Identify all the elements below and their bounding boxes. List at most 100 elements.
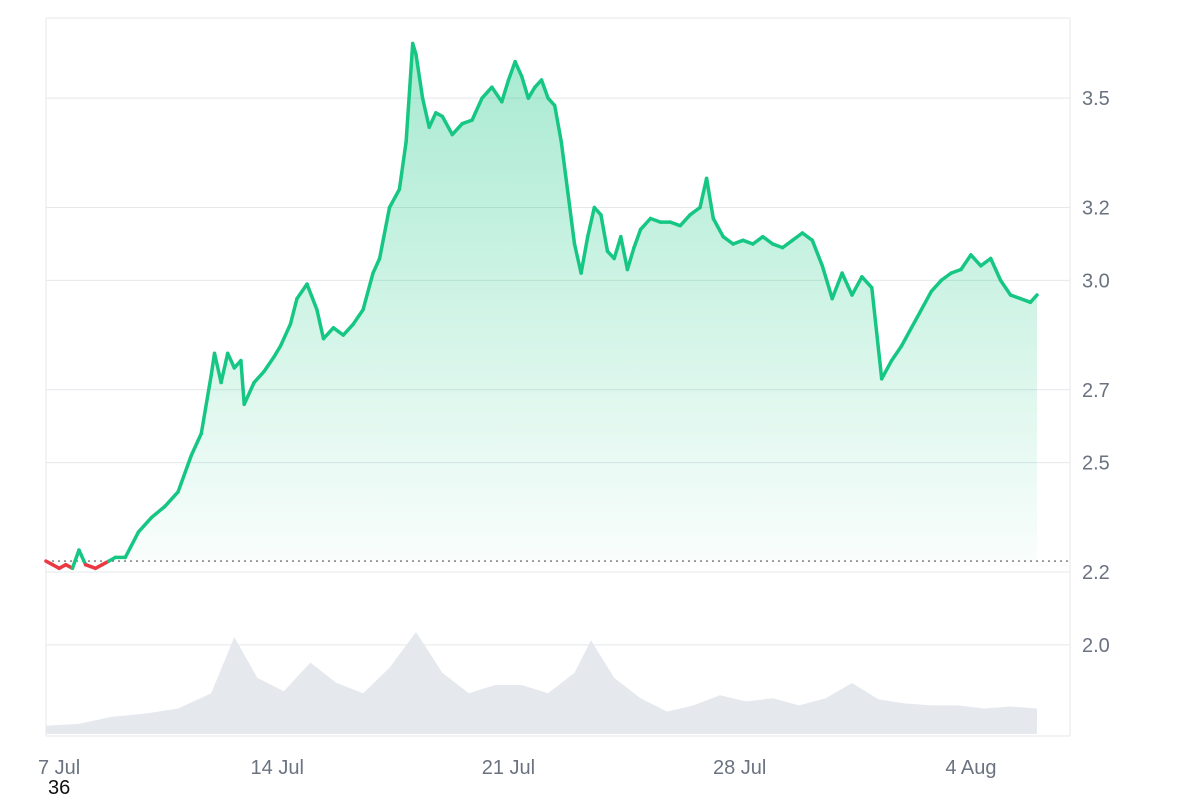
- price-segment: [371, 256, 382, 275]
- price-segment: [919, 289, 934, 312]
- price-segment: [559, 140, 570, 195]
- price-segment: [219, 351, 230, 385]
- price-segment: [420, 96, 431, 130]
- price-segment: [199, 373, 213, 436]
- price-segment: [305, 282, 319, 312]
- price-segment: [585, 205, 597, 239]
- price-segment: [800, 231, 815, 243]
- price-segment: [341, 322, 355, 337]
- price-segment: [625, 245, 636, 272]
- volume-area: [46, 632, 1037, 734]
- y-tick-label: 3.5: [1082, 88, 1110, 110]
- x-tick-label: 21 Jul: [482, 757, 535, 779]
- price-segment: [526, 85, 537, 100]
- price-segment: [668, 220, 682, 228]
- price-segment: [490, 85, 504, 104]
- price-segment: [321, 326, 336, 341]
- price-segment: [711, 216, 725, 239]
- price-segment: [830, 271, 844, 301]
- price-segment: [579, 234, 590, 275]
- price-segment: [295, 282, 309, 301]
- price-segment: [410, 41, 418, 57]
- price-segment: [242, 380, 256, 407]
- price-segment: [414, 52, 425, 100]
- price-segment: [500, 78, 511, 104]
- x-tick-label: 4 Aug: [945, 757, 996, 779]
- price-segment: [566, 191, 577, 246]
- price-segment: [988, 256, 1003, 283]
- price-segment: [331, 326, 346, 337]
- price-segment: [513, 59, 524, 79]
- price-segment: [506, 59, 517, 82]
- price-segment: [969, 253, 983, 268]
- price-segment: [688, 205, 702, 217]
- price-segment: [678, 213, 692, 228]
- price-segment: [949, 267, 963, 275]
- y-tick-label: 2.0: [1082, 635, 1110, 657]
- price-segment: [860, 275, 874, 290]
- price-segment: [998, 278, 1013, 297]
- price-segment: [480, 85, 494, 100]
- price-segment: [136, 515, 154, 534]
- price-segment: [899, 326, 914, 348]
- price-segment: [315, 307, 326, 341]
- price-segment: [879, 358, 894, 381]
- price-segment: [599, 213, 610, 254]
- price-segment: [790, 231, 805, 243]
- price-segment: [83, 562, 98, 571]
- price-segment: [721, 234, 735, 246]
- price-segment: [70, 548, 81, 571]
- price-segment: [252, 369, 266, 385]
- price-segment: [149, 504, 167, 520]
- price-segment: [460, 118, 474, 126]
- price-segment: [929, 278, 943, 294]
- price-segment: [212, 351, 223, 385]
- price-segment: [741, 238, 755, 246]
- y-tick-label: 2.5: [1082, 453, 1110, 475]
- price-segment: [909, 307, 924, 330]
- price-segment: [820, 264, 834, 301]
- price-segment: [1008, 293, 1023, 301]
- price-segment: [840, 271, 854, 297]
- x-axis-ticks: 7 Jul 14 Jul 21 Jul 28 Jul 4 Aug: [38, 757, 996, 779]
- price-segment: [850, 275, 864, 297]
- price-segment: [959, 253, 973, 272]
- price-segment: [351, 307, 365, 326]
- price-segment: [770, 242, 785, 250]
- y-tick-label: 2.7: [1082, 380, 1110, 402]
- price-segment: [1018, 296, 1033, 305]
- price-segment: [450, 121, 464, 137]
- y-tick-label: 3.2: [1082, 198, 1110, 220]
- price-segment: [552, 103, 564, 144]
- price-segment: [387, 187, 402, 210]
- y-axis-ticks: 2.0 2.2 2.5 2.7 3.0 3.2 3.5: [1082, 88, 1110, 657]
- price-segment: [278, 322, 293, 348]
- price-segment: [632, 227, 643, 250]
- price-segment: [1028, 293, 1039, 305]
- price-segment: [176, 453, 194, 494]
- price-line: [44, 41, 1039, 571]
- price-segment: [225, 351, 237, 370]
- price-segment: [731, 238, 745, 246]
- price-segment: [889, 344, 904, 363]
- price-segment: [77, 548, 88, 567]
- price-segment: [939, 271, 953, 283]
- price-segment: [262, 355, 276, 374]
- price-segment: [440, 114, 455, 137]
- price-segment: [361, 271, 375, 312]
- price-segment: [404, 41, 415, 144]
- price-segment: [698, 176, 709, 210]
- y-tick-label: 2.2: [1082, 562, 1110, 584]
- price-segment: [704, 176, 716, 221]
- price-segment: [377, 205, 392, 261]
- price-segment: [870, 285, 884, 381]
- price-segment: [979, 256, 993, 268]
- price-segment: [427, 111, 438, 130]
- price-segment: [519, 74, 531, 100]
- price-segment: [751, 234, 765, 246]
- price-segment: [780, 238, 795, 250]
- price-segment: [761, 234, 775, 246]
- price-segment: [189, 431, 204, 458]
- price-segment: [810, 238, 825, 268]
- area-shape: [46, 43, 1037, 569]
